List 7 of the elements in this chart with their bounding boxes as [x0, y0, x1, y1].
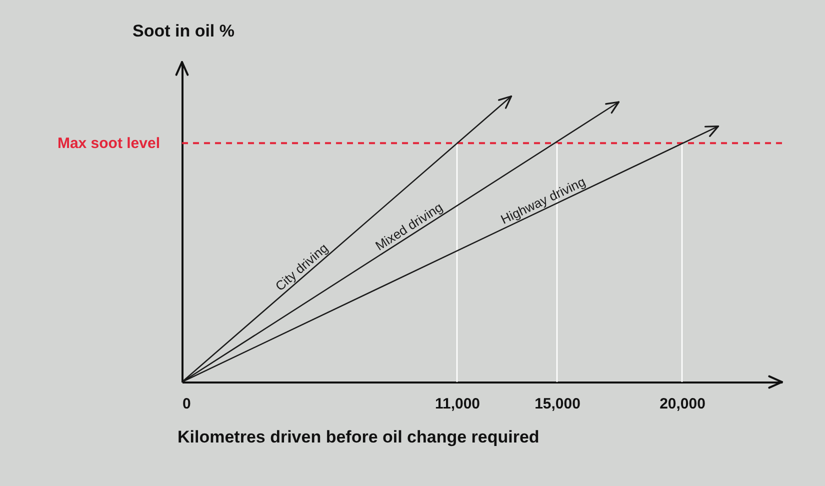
ref-line-label: Max soot level — [57, 135, 160, 152]
x-tick-label: 20,000 — [660, 396, 706, 412]
x-tick-label: 0 — [182, 396, 191, 412]
x-tick-label: 11,000 — [434, 396, 480, 412]
x-tick-label: 15,000 — [534, 396, 580, 412]
y-axis-title: Soot in oil % — [132, 22, 234, 40]
x-axis-title: Kilometres driven before oil change required — [178, 428, 540, 446]
